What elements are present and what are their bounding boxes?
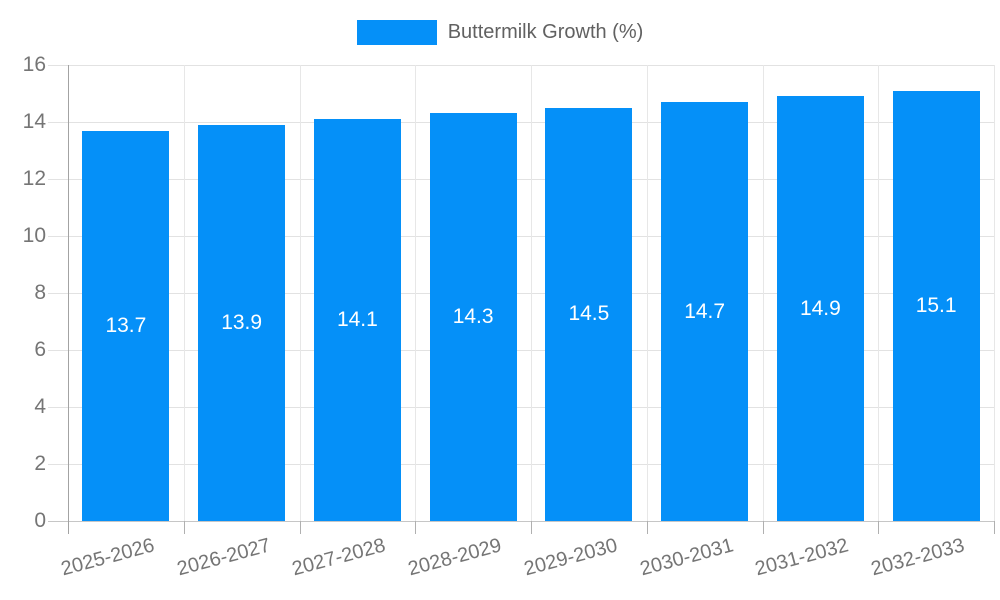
bar-2031-2032[interactable]: 14.9 (776, 96, 864, 521)
y-axis-line (68, 65, 69, 534)
bar-value-label: 14.1 (336, 308, 378, 332)
bar-2032-2033[interactable]: 15.1 (892, 90, 980, 521)
x-axis-tick (531, 521, 532, 534)
x-gridline (183, 65, 185, 521)
bar-2026-2027[interactable]: 13.9 (198, 124, 286, 521)
x-axis-tick (183, 521, 185, 534)
x-gridline (878, 65, 880, 521)
y-axis-tick-label: 8 (34, 281, 46, 304)
x-gridline (994, 65, 995, 521)
x-axis-tick (646, 521, 648, 534)
x-axis-tick (762, 521, 764, 534)
bar-2027-2028[interactable]: 14.1 (313, 119, 401, 521)
x-gridline (646, 65, 648, 521)
bar-value-label: 15.1 (915, 293, 957, 317)
y-axis-tick-label: 14 (22, 110, 46, 133)
x-gridline (415, 65, 417, 521)
x-axis-tick (878, 521, 880, 534)
y-gridline (48, 179, 994, 180)
bar-2030-2031[interactable]: 14.7 (661, 102, 749, 521)
y-gridline (48, 350, 994, 351)
y-gridline (48, 464, 994, 465)
bar-value-label: 13.7 (105, 313, 147, 337)
y-gridline (48, 65, 994, 66)
y-axis-tick-label: 0 (34, 509, 46, 532)
bar-2025-2026[interactable]: 13.7 (82, 130, 170, 521)
bar-value-label: 14.7 (684, 299, 726, 323)
bar-2029-2030[interactable]: 14.5 (545, 107, 633, 521)
x-gridline (762, 65, 764, 521)
legend-label: Buttermilk Growth (%) (447, 21, 644, 43)
y-axis-tick-label: 16 (22, 53, 46, 76)
y-gridline (48, 236, 994, 237)
chart-legend-item[interactable]: Buttermilk Growth (%) (0, 20, 1000, 45)
y-gridline (48, 521, 994, 522)
x-gridline (299, 65, 301, 521)
bar-2028-2029[interactable]: 14.3 (429, 113, 517, 521)
legend-color-swatch (356, 20, 437, 45)
x-axis-tick (299, 521, 301, 534)
bar-value-label: 14.5 (568, 302, 610, 326)
y-axis-tick-label: 10 (22, 224, 46, 247)
x-axis-tick (994, 521, 995, 534)
y-axis-tick-label: 12 (22, 167, 46, 190)
y-gridline (48, 122, 994, 123)
y-gridline (48, 293, 994, 294)
x-axis-tick (415, 521, 417, 534)
x-gridline (531, 65, 532, 521)
y-axis-tick-label: 4 (34, 395, 46, 418)
y-axis-tick-label: 2 (34, 452, 46, 475)
y-axis-tick-label: 6 (34, 338, 46, 361)
plot-area: 0 2 4 6 8 10 12 14 16 13.7 2025-2026 13.9 2026-2027 1… (23, 53, 995, 580)
bar-value-label: 14.9 (799, 296, 841, 320)
y-gridline (48, 407, 994, 408)
bar-value-label: 13.9 (221, 310, 263, 334)
bar-value-label: 14.3 (452, 305, 494, 329)
